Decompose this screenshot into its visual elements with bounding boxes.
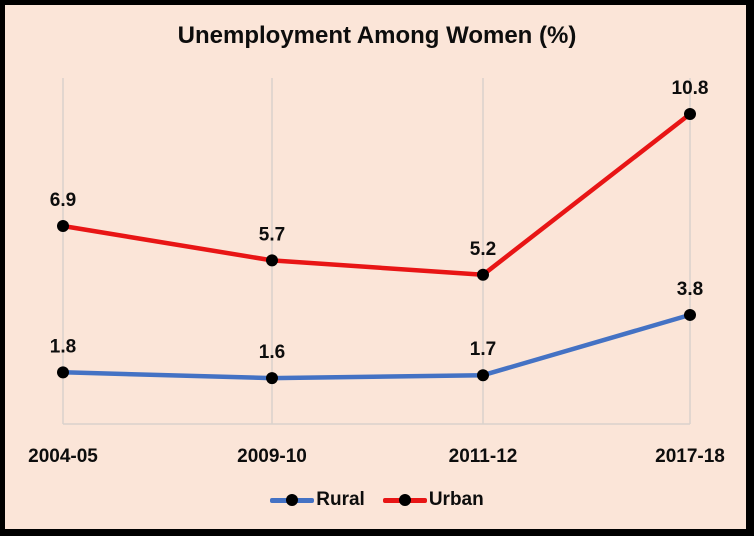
chart-title: Unemployment Among Women (%) [177,22,577,49]
data-label: 6.9 [50,190,76,211]
data-point-marker[interactable] [57,366,69,379]
legend-rural-label: Rural [316,489,365,510]
data-label: 1.8 [50,336,76,357]
legend-item-rural[interactable]: Rural [270,489,365,511]
legend-urban-line-icon [382,493,427,506]
data-point-marker[interactable] [266,254,278,267]
data-point-marker[interactable] [57,219,69,232]
data-point-marker[interactable] [477,369,489,382]
x-tick-label: 2004-05 [28,446,98,467]
legend-item-urban[interactable]: Urban [382,489,484,511]
series-line-rural [62,312,691,381]
series-line-urban [62,112,692,278]
legend-urban-label: Urban [428,489,484,510]
data-label: 5.2 [470,239,496,260]
x-tick-label: 2009-10 [237,446,307,467]
data-label: 5.7 [259,224,285,245]
data-point-marker[interactable] [266,372,278,385]
data-label: 1.6 [259,342,285,363]
data-label: 1.7 [470,339,496,360]
chart-legend: Rural Urban [0,489,754,511]
data-label: 10.8 [672,78,709,99]
x-tick-label: 2017-18 [655,446,725,467]
x-tick-label: 2011-12 [449,446,518,467]
data-label: 3.8 [677,279,703,300]
data-point-marker[interactable] [684,108,696,121]
legend-rural-line-icon [270,493,315,506]
data-point-marker[interactable] [684,308,696,321]
data-point-marker[interactable] [477,268,489,281]
